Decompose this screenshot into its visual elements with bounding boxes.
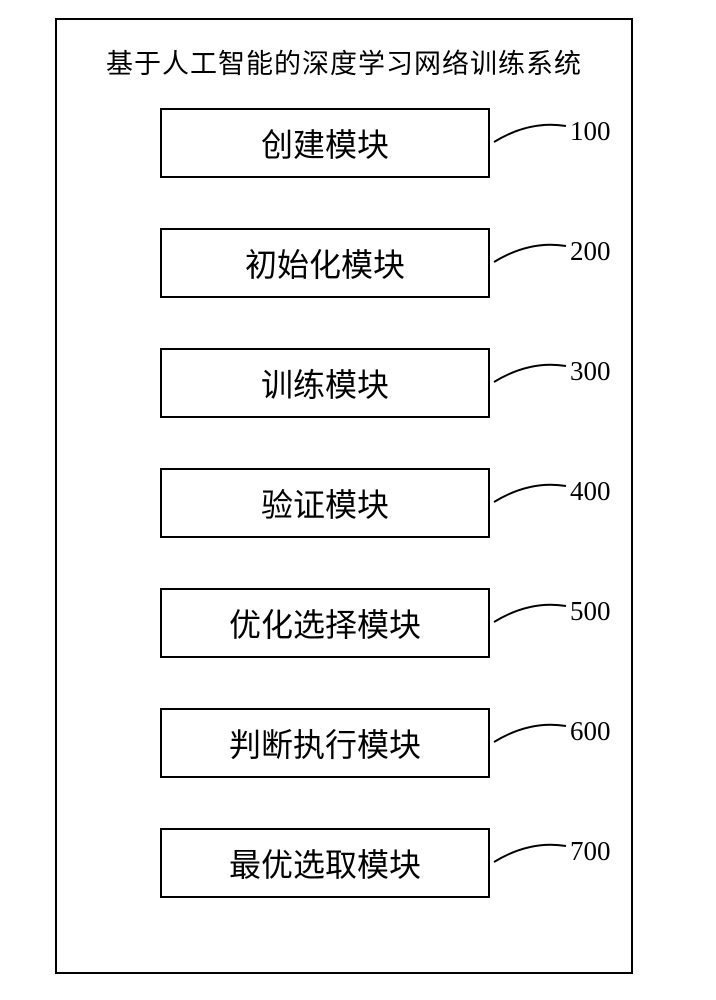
module-ref-700: 700 [570,836,611,867]
